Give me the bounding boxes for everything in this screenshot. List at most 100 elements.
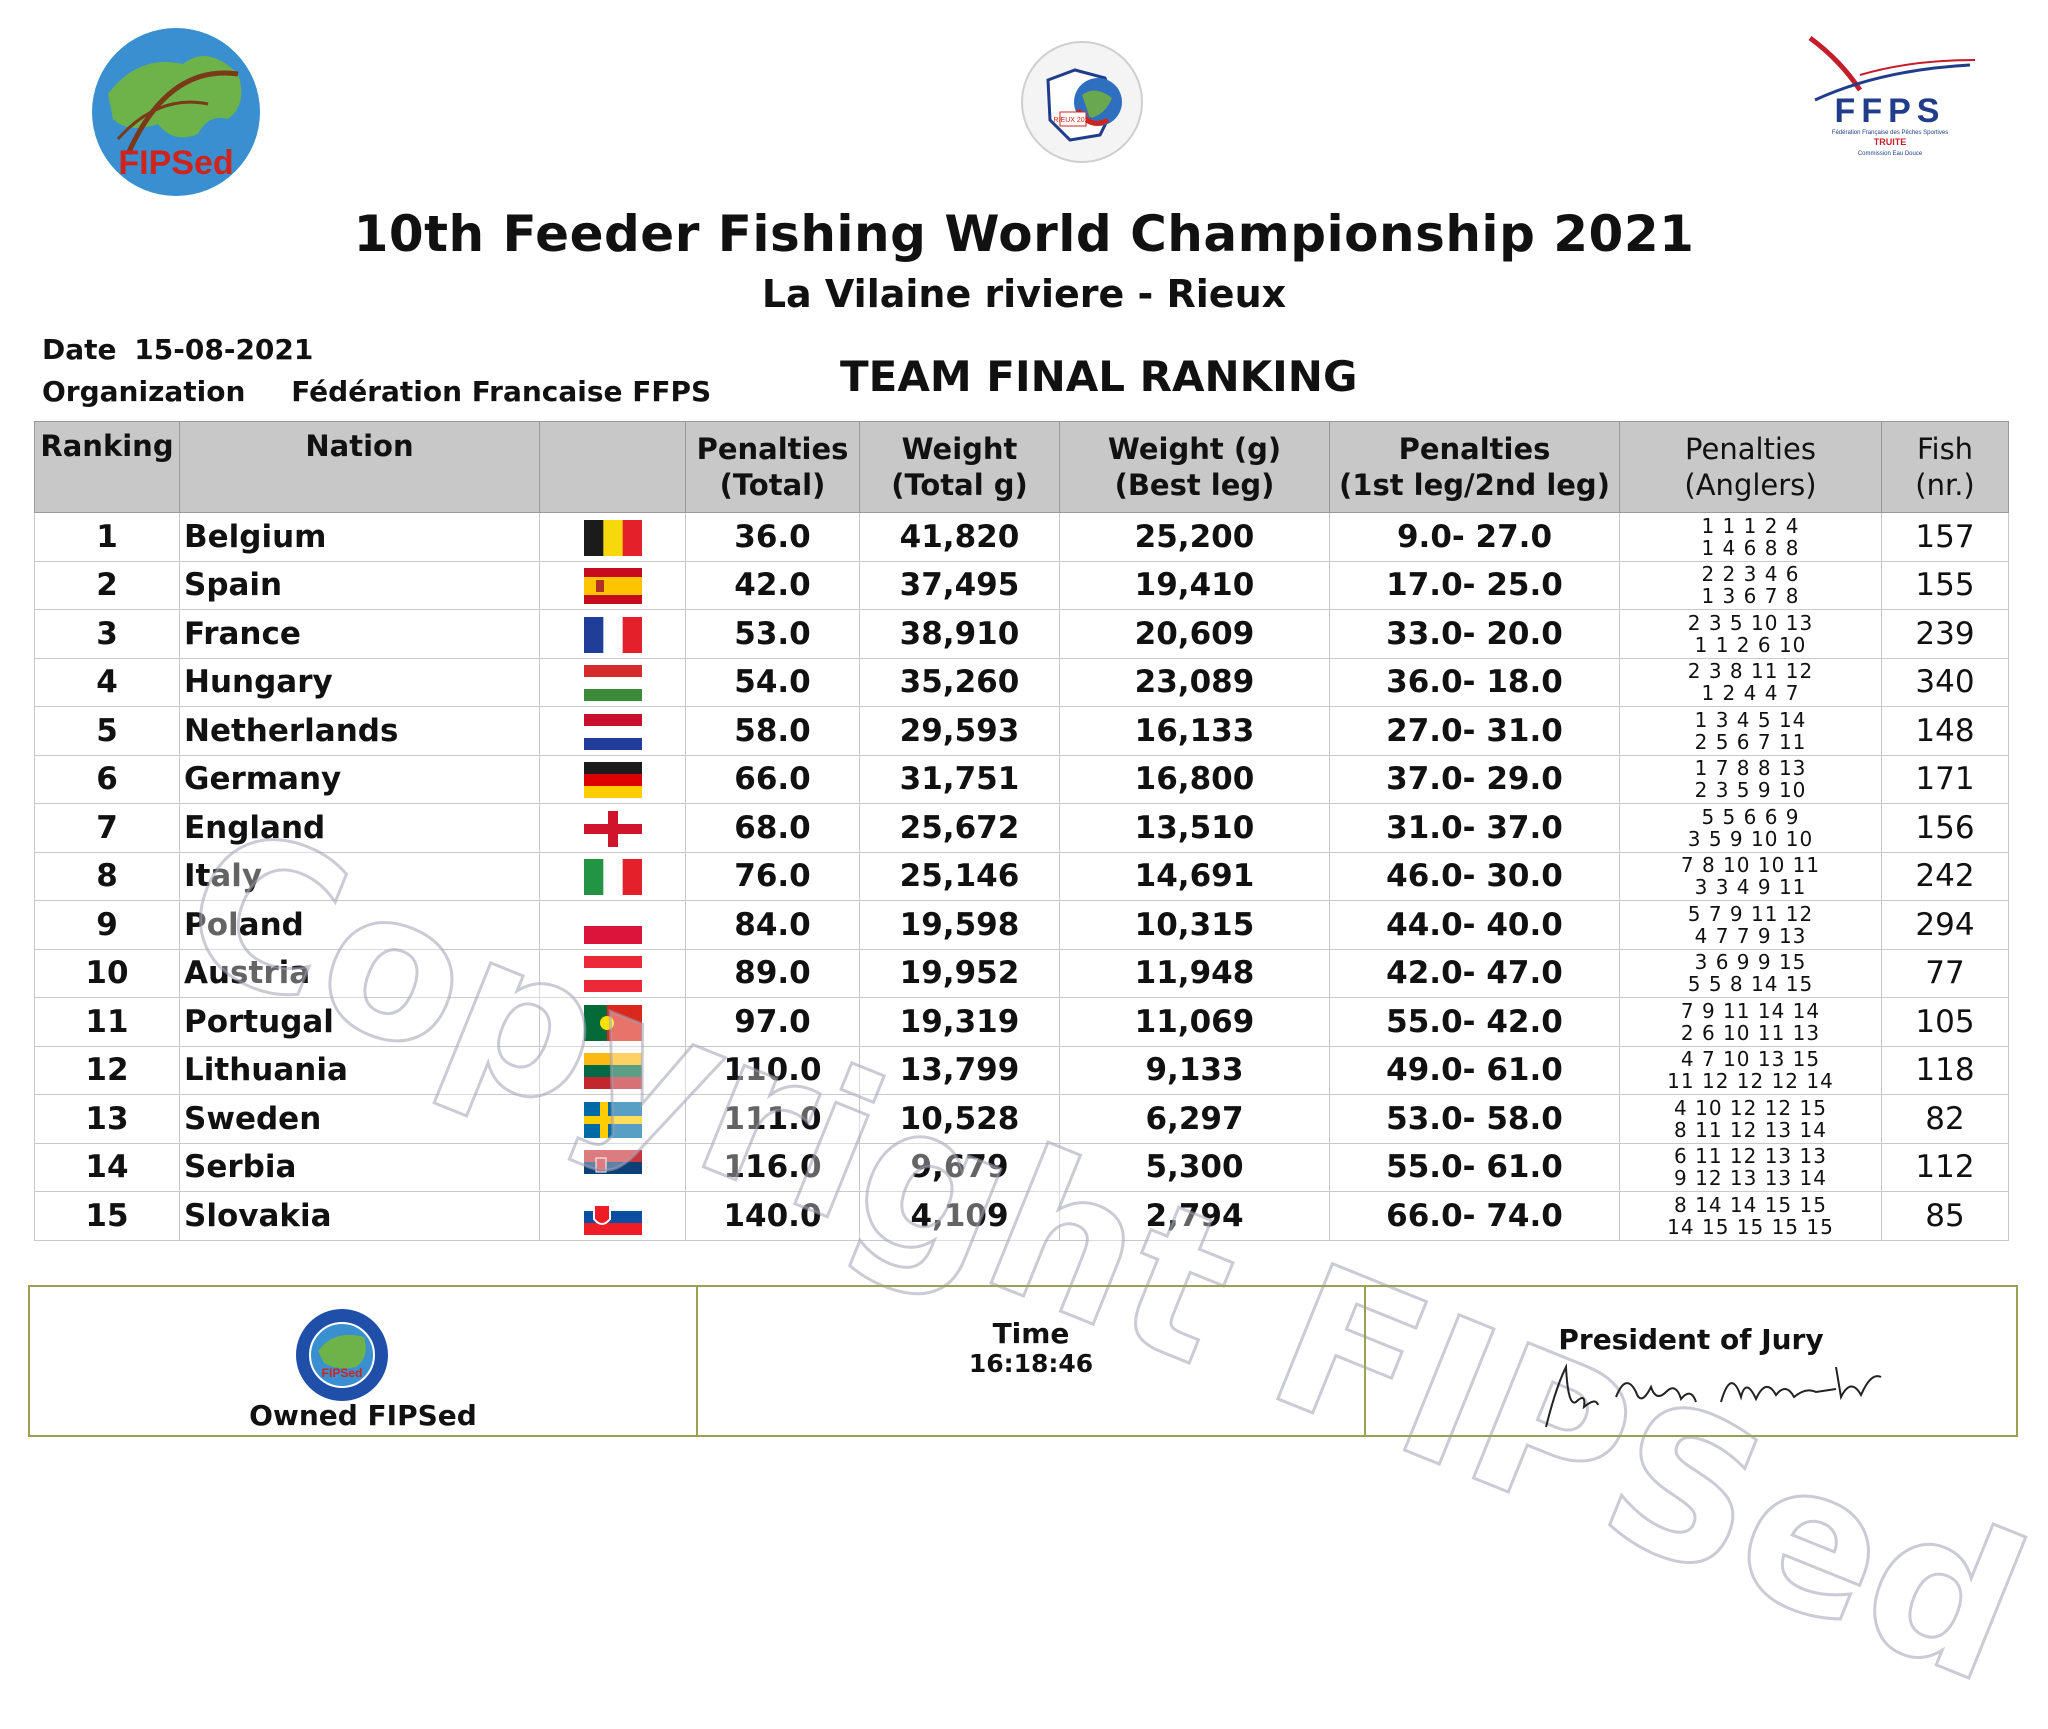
- anglers-line-2: 1 2 4 4 7: [1701, 681, 1800, 706]
- weight-total-cell: 31,751: [859, 754, 1060, 804]
- table-row: 14 Serbia 116.0 9,679 5,300 55.0- 61.0 6…: [34, 1142, 2009, 1192]
- anglers-line-2: 8 11 12 13 14: [1674, 1117, 1827, 1142]
- col-weight-best-leg: Weight (g) (Best leg): [1059, 421, 1330, 513]
- date-value: 15-08-2021: [134, 333, 314, 366]
- anglers-line-1: 1 7 8 8 13: [1694, 756, 1807, 781]
- flag-cell: [539, 1045, 686, 1095]
- anglers-line-2: 3 3 4 9 11: [1694, 875, 1807, 900]
- rank-cell: 11: [34, 997, 180, 1047]
- owned-label: Owned FIPSed: [249, 1399, 477, 1432]
- weight-total-cell: 4,109: [859, 1191, 1060, 1241]
- nation-cell: Spain: [179, 560, 540, 610]
- weight-best-leg-cell: 16,800: [1059, 754, 1330, 804]
- nation-cell: Lithuania: [179, 1045, 540, 1095]
- fish-cell: 156: [1881, 803, 2009, 853]
- penalties-total-cell: 42.0: [685, 560, 860, 610]
- anglers-line-1: 1 3 4 5 14: [1694, 707, 1807, 732]
- col-flag: [539, 421, 686, 513]
- col-penalties-anglers: Penalties (Anglers): [1619, 421, 1882, 513]
- fish-cell: 82: [1881, 1094, 2009, 1144]
- sweden-flag-icon: [583, 1100, 642, 1138]
- ranking-table: Ranking Nation Penalties (Total) Weight (T…: [34, 421, 2009, 1241]
- nation-cell: Netherlands: [179, 706, 540, 756]
- weight-total-cell: 19,319: [859, 997, 1060, 1047]
- weight-best-leg-cell: 23,089: [1059, 657, 1330, 707]
- penalties-total-cell: 110.0: [685, 1045, 860, 1095]
- anglers-line-2: 2 6 10 11 13: [1680, 1020, 1821, 1045]
- penalties-total-cell: 89.0: [685, 948, 860, 998]
- austria-flag-icon: [583, 955, 642, 992]
- penalties-anglers-cell: 7 9 11 14 14 2 6 10 11 13: [1619, 997, 1882, 1047]
- rank-cell: 8: [34, 851, 180, 901]
- anglers-line-1: 4 10 12 12 15: [1674, 1095, 1827, 1120]
- spain-flag-icon: [583, 567, 642, 604]
- flag-cell: [539, 948, 686, 998]
- table-row: 1 Belgium 36.0 41,820 25,200 9.0- 27.0 1…: [34, 512, 2009, 562]
- championship-logo: RIEUX 2021: [1020, 40, 1145, 165]
- anglers-line-2: 1 3 6 7 8: [1701, 584, 1800, 609]
- weight-best-leg-cell: 13,510: [1059, 803, 1330, 853]
- col-fish: Fish (nr.): [1881, 421, 2009, 513]
- penalties-legs-cell: 36.0- 18.0: [1329, 657, 1620, 707]
- svg-text:FIPSed: FIPSed: [118, 144, 233, 182]
- lithuania-flag-icon: [583, 1052, 642, 1089]
- penalties-anglers-cell: 1 7 8 8 13 2 3 5 9 10: [1619, 754, 1882, 804]
- penalties-anglers-cell: 3 6 9 9 15 5 5 8 14 15: [1619, 948, 1882, 998]
- weight-best-leg-cell: 5,300: [1059, 1142, 1330, 1192]
- fipsed-logo: FIPSed: [88, 24, 264, 200]
- penalties-total-cell: 68.0: [685, 803, 860, 853]
- penalties-legs-cell: 55.0- 61.0: [1329, 1142, 1620, 1192]
- table-row: 11 Portugal 97.0 19,319 11,069 55.0- 42.…: [34, 997, 2009, 1047]
- col-nation: Nation: [179, 421, 540, 513]
- penalties-anglers-cell: 4 7 10 13 15 11 12 12 12 14: [1619, 1045, 1882, 1095]
- rank-cell: 13: [34, 1094, 180, 1144]
- fish-cell: 155: [1881, 560, 2009, 610]
- flag-cell: [539, 1191, 686, 1241]
- penalties-total-cell: 140.0: [685, 1191, 860, 1241]
- anglers-line-2: 1 4 6 8 8: [1701, 535, 1800, 560]
- nation-cell: Hungary: [179, 657, 540, 707]
- fish-cell: 148: [1881, 706, 2009, 756]
- svg-text:Commission Eau Douce: Commission Eau Douce: [1858, 151, 1923, 157]
- anglers-line-2: 5 5 8 14 15: [1687, 972, 1814, 997]
- flag-cell: [539, 803, 686, 853]
- anglers-line-1: 5 7 9 11 12: [1687, 901, 1814, 926]
- date-line: Date 15-08-2021: [42, 333, 313, 366]
- table-row: 12 Lithuania 110.0 13,799 9,133 49.0- 61…: [34, 1045, 2009, 1095]
- nation-cell: Italy: [179, 851, 540, 901]
- table-row: 2 Spain 42.0 37,495 19,410 17.0- 25.0 2 …: [34, 560, 2009, 610]
- fish-cell: 157: [1881, 512, 2009, 562]
- col-penalties-total: Penalties (Total): [685, 421, 860, 513]
- penalties-total-cell: 58.0: [685, 706, 860, 756]
- weight-total-cell: 41,820: [859, 512, 1060, 562]
- rank-cell: 1: [34, 512, 180, 562]
- flag-cell: [539, 609, 686, 659]
- anglers-line-1: 8 14 14 15 15: [1674, 1192, 1827, 1217]
- flag-cell: [539, 560, 686, 610]
- svg-text:TRUITE: TRUITE: [1874, 137, 1907, 147]
- nation-cell: England: [179, 803, 540, 853]
- time-label: Time: [992, 1317, 1070, 1350]
- page-title: 10th Feeder Fishing World Championship 2…: [353, 205, 1695, 263]
- organization-line: Organization Fédération Francaise FFPS: [42, 375, 711, 408]
- portugal-flag-icon: [583, 1003, 642, 1041]
- table-row: 3 France 53.0 38,910 20,609 33.0- 20.0 2…: [34, 609, 2009, 659]
- fish-cell: 77: [1881, 948, 2009, 998]
- table-row: 13 Sweden 111.0 10,528 6,297 53.0- 58.0 …: [34, 1094, 2009, 1144]
- anglers-line-1: 2 2 3 4 6: [1701, 562, 1800, 587]
- penalties-legs-cell: 49.0- 61.0: [1329, 1045, 1620, 1095]
- penalties-total-cell: 97.0: [685, 997, 860, 1047]
- anglers-line-1: 1 1 1 2 4: [1701, 513, 1800, 538]
- table-row: 10 Austria 89.0 19,952 11,948 42.0- 47.0…: [34, 948, 2009, 998]
- penalties-total-cell: 66.0: [685, 754, 860, 804]
- nation-cell: Poland: [179, 900, 540, 950]
- rank-cell: 12: [34, 1045, 180, 1095]
- penalties-anglers-cell: 5 7 9 11 12 4 7 7 9 13: [1619, 900, 1882, 950]
- date-label: Date: [42, 333, 117, 366]
- svg-text:Fédération Française des Pêche: Fédération Française des Pêches Sportive…: [1832, 130, 1948, 136]
- nation-cell: Belgium: [179, 512, 540, 562]
- weight-total-cell: 29,593: [859, 706, 1060, 756]
- netherlands-flag-icon: [583, 712, 642, 750]
